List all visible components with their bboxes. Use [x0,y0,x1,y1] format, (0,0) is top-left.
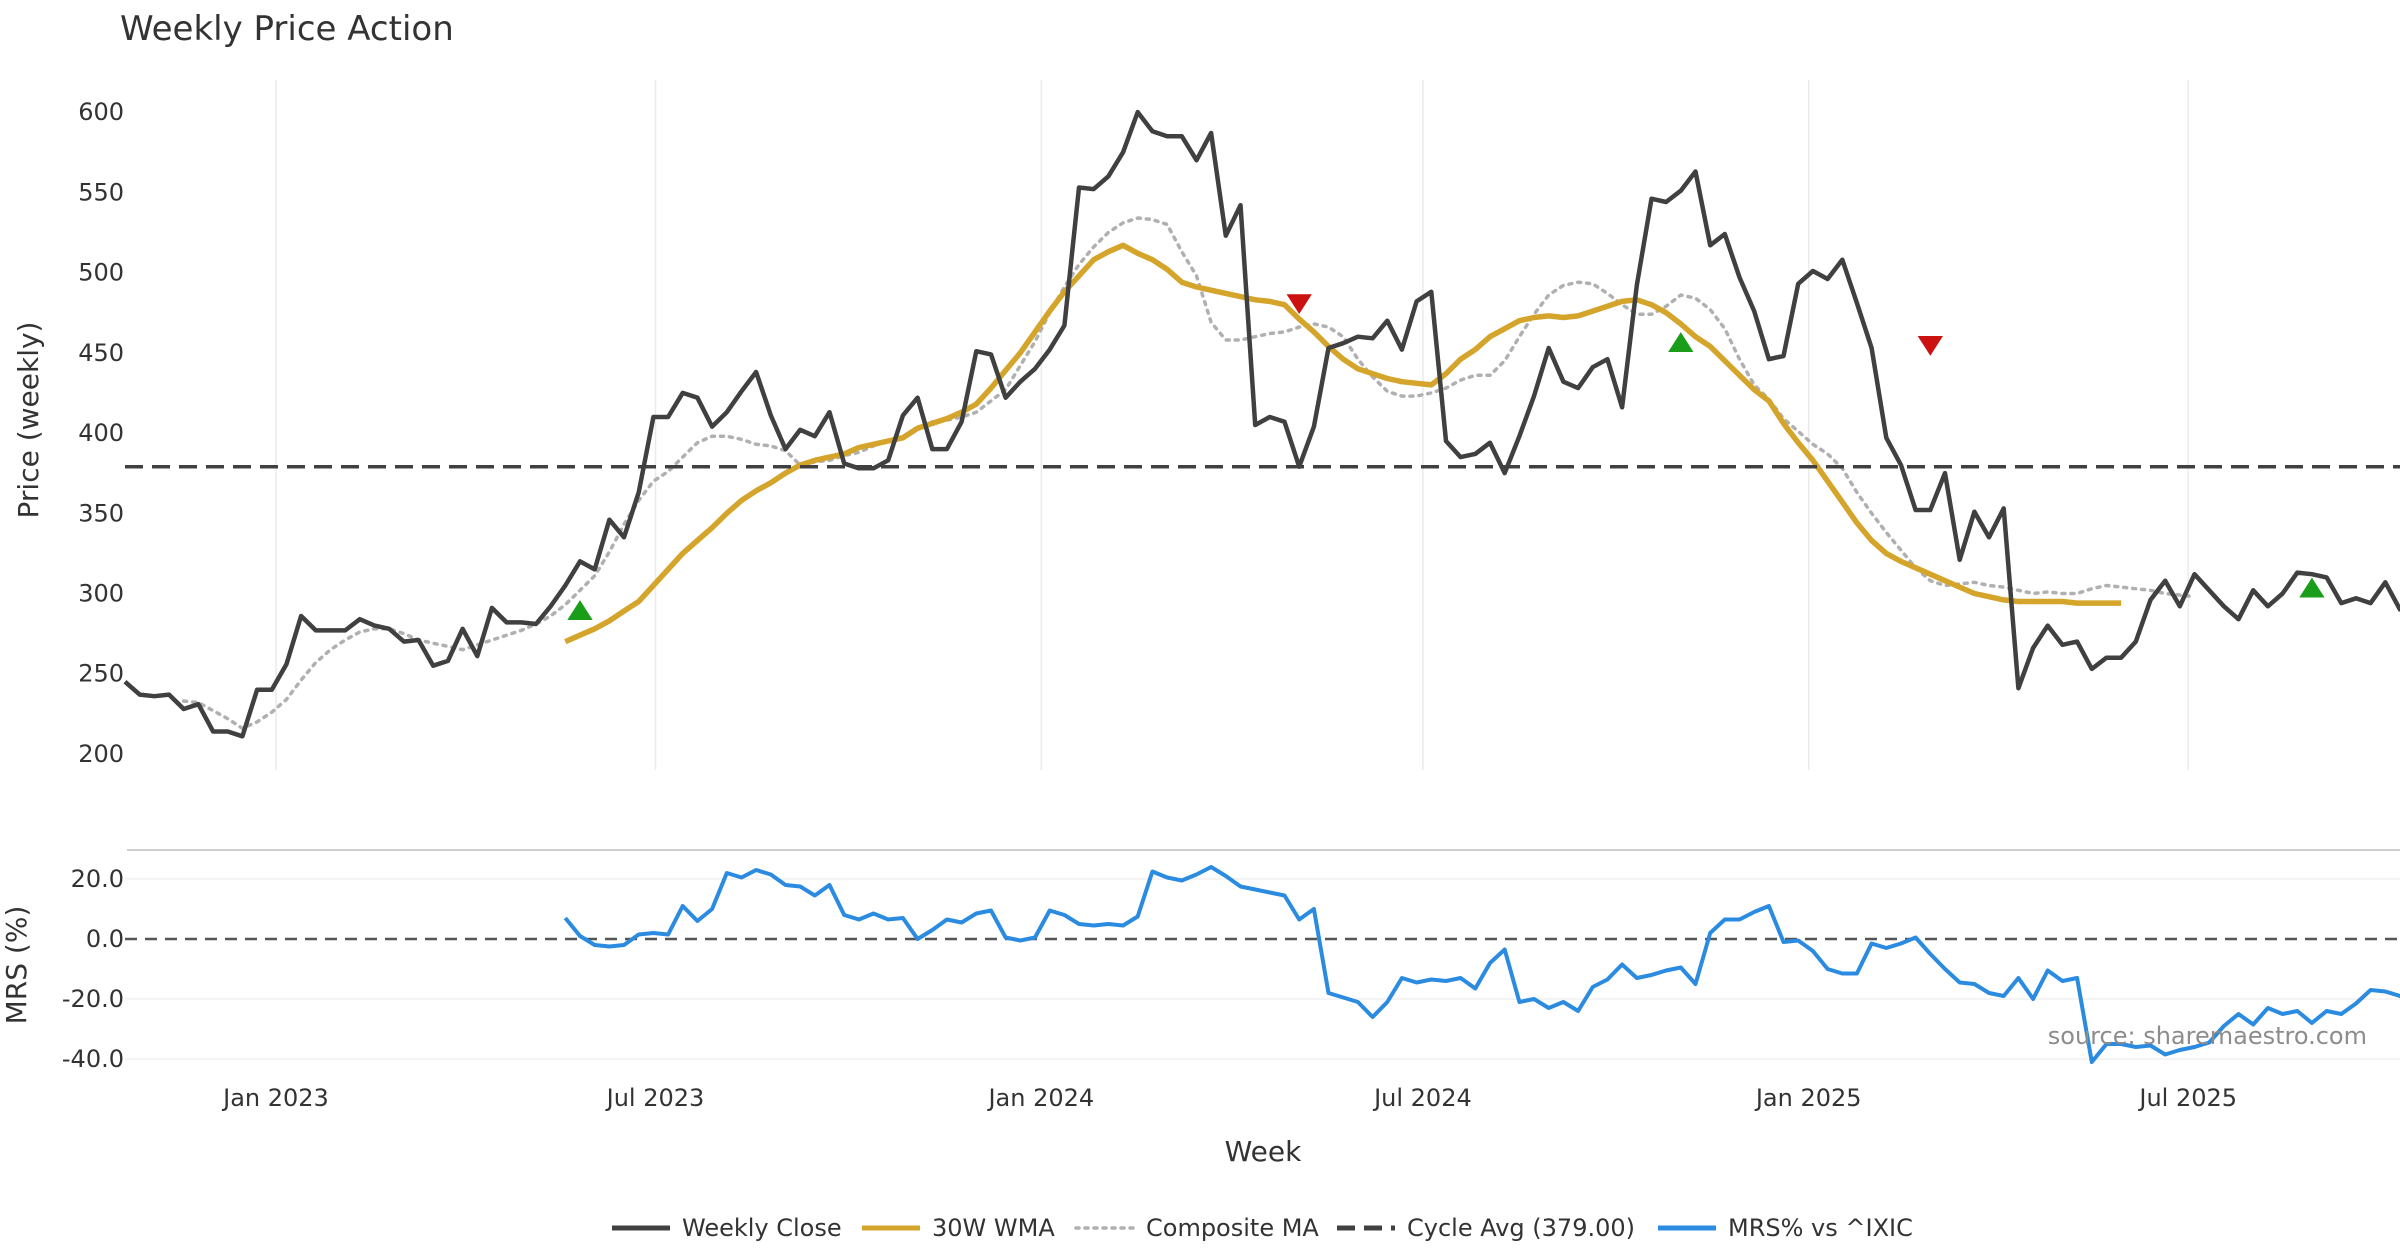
price-series [123,109,2400,739]
series-composite-ma [181,216,2197,731]
legend-item: MRS% vs ^IXIC [1658,1214,1913,1242]
series-30w-wma [564,242,2122,645]
legend-item: Composite MA [1074,1214,1319,1242]
chart-title: Weekly Price Action [120,9,454,49]
price-y-tick-label: 450 [78,339,124,367]
buy-signal-marker [567,600,593,620]
mrs-y-tick-label: -40.0 [62,1045,124,1073]
mrs-series [563,865,2400,1064]
legend-label: MRS% vs ^IXIC [1728,1214,1913,1242]
sell-signal-marker [1286,294,1312,315]
legend-item: Weekly Close [612,1214,842,1242]
legend-label: 30W WMA [932,1214,1055,1242]
price-y-tick-label: 400 [78,419,124,447]
sell-signal-marker [1917,335,1943,356]
series-weekly-close [123,109,2400,739]
price-y-tick-label: 600 [78,98,124,126]
price-y-tick-label: 300 [78,579,124,607]
mrs-y-tick-label: 20.0 [71,865,124,893]
price-panel-grid [275,80,2189,770]
x-axis-label: Week [1225,1135,1302,1168]
mrs-y-axis-label: MRS (%) [0,906,33,1025]
x-tick-label: Jul 2023 [605,1084,705,1112]
price-y-tick-label: 550 [78,178,124,206]
legend-label: Cycle Avg (379.00) [1407,1214,1635,1242]
source-attribution: source: sharemaestro.com [2048,1022,2367,1050]
price-y-tick-label: 350 [78,499,124,527]
x-tick-label: Jul 2025 [2137,1084,2237,1112]
price-y-tick-label: 200 [78,740,124,768]
legend-label: Weekly Close [682,1214,842,1242]
mrs-panel-grid [125,878,2400,1060]
price-y-tick-label: 500 [78,259,124,287]
legend-label: Composite MA [1146,1214,1319,1242]
price-y-axis-label: Price (weekly) [12,322,45,519]
legend: Weekly Close 30W WMA Composite MA Cycle Avg… [612,1214,1913,1242]
x-axis-ticks: Jan 2023 Jul 2023 Jan 2024 Jul 2024 Jan 2025… [221,1084,2237,1112]
series-mrs-vs-ixic [563,865,2400,1064]
price-y-axis-ticks: 200 250 300 350 400 450 500 550 600 [78,98,124,768]
legend-item: 30W WMA [862,1214,1055,1242]
x-tick-label: Jan 2025 [1754,1084,1862,1112]
mrs-y-axis-ticks: -40.0 -20.0 0.0 20.0 [62,865,124,1073]
x-tick-label: Jan 2024 [986,1084,1094,1112]
price-y-tick-label: 250 [78,660,124,688]
signal-markers [567,294,2325,620]
x-tick-label: Jul 2024 [1372,1084,1472,1112]
legend-item: Cycle Avg (379.00) [1337,1214,1635,1242]
mrs-y-tick-label: -20.0 [62,985,124,1013]
x-tick-label: Jan 2023 [221,1084,329,1112]
buy-signal-marker [2299,577,2325,598]
mrs-y-tick-label: 0.0 [86,925,124,953]
buy-signal-marker [1668,332,1694,352]
